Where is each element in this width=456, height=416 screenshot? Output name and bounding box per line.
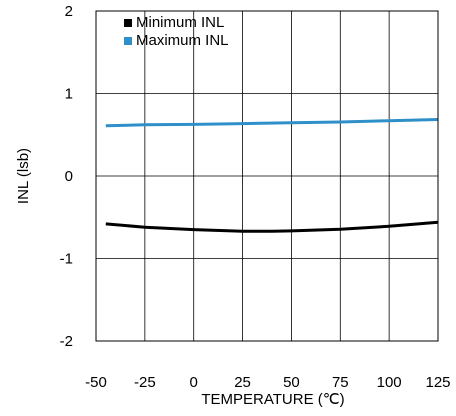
series-line-minimum-inl — [105, 220, 439, 233]
x-tick-label: 50 — [283, 374, 300, 391]
y-tick-label: 0 — [65, 168, 73, 185]
y-axis-label: INL (lsb) — [15, 148, 32, 204]
series-lines — [105, 118, 439, 233]
x-tick-label: 0 — [190, 374, 198, 391]
legend-label: Maximum INL — [136, 32, 229, 49]
grid — [96, 11, 438, 341]
x-tick-label: -25 — [134, 374, 156, 391]
x-tick-label: 100 — [377, 374, 402, 391]
tick-labels: -50 -25 0 25 50 75 100 125 2 1 0 -1 -2 — [60, 3, 451, 391]
legend-swatch — [124, 19, 132, 27]
x-tick-label: -50 — [85, 374, 107, 391]
plot-frame — [95, 10, 439, 342]
legend-label: Minimum INL — [136, 14, 224, 31]
y-tick-label: 2 — [65, 3, 73, 20]
x-axis-label: TEMPERATURE (℃) — [201, 391, 344, 408]
legend-swatch — [124, 37, 132, 45]
x-tick-label: 75 — [332, 374, 349, 391]
x-tick-label: 125 — [425, 374, 450, 391]
y-tick-label: -2 — [60, 333, 73, 350]
series-line-maximum-inl — [105, 118, 439, 128]
x-tick-label: 25 — [234, 374, 251, 391]
y-tick-label: -1 — [60, 251, 73, 268]
y-tick-label: 1 — [65, 86, 73, 103]
